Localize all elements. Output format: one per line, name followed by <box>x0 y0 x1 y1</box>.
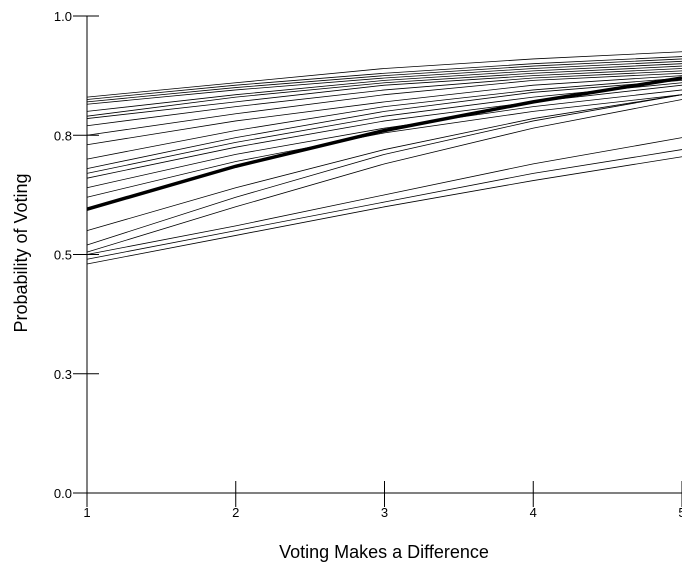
x-tick-label: 5 <box>678 505 682 520</box>
series-line-5 <box>86 63 682 112</box>
highlight-series-line <box>86 76 682 211</box>
x-tick-label: 2 <box>232 505 239 520</box>
series-line-17 <box>86 94 682 232</box>
y-tick-label: 0.8 <box>54 128 72 143</box>
series-line-6 <box>86 65 682 117</box>
y-tick-label: 0.5 <box>54 248 72 263</box>
series-line-14 <box>86 84 682 179</box>
series-lines <box>86 51 682 265</box>
series-line-22 <box>86 156 682 265</box>
series-line-10 <box>86 75 682 146</box>
x-axis-title: Voting Makes a Difference <box>279 542 489 562</box>
series-line-15 <box>86 89 682 189</box>
x-tick-label: 3 <box>381 505 388 520</box>
series-line-11 <box>86 77 682 160</box>
y-tick-label: 0.3 <box>54 367 72 382</box>
series-line-21 <box>86 149 682 260</box>
series-line-18 <box>86 94 682 246</box>
series-line-1 <box>86 51 682 98</box>
series-line-20 <box>86 137 682 255</box>
x-tick-label: 4 <box>530 505 537 520</box>
series-line-16 <box>86 94 682 198</box>
highlight-series <box>86 76 682 211</box>
series-line-2 <box>86 56 682 100</box>
y-axis-title: Probability of Voting <box>11 173 31 332</box>
series-line-9 <box>86 72 682 136</box>
series-line-7 <box>86 68 682 119</box>
x-tick-label: 1 <box>83 505 90 520</box>
series-line-8 <box>86 70 682 127</box>
series-line-4 <box>86 60 682 105</box>
y-tick-label: 1.0 <box>54 9 72 24</box>
series-line-3 <box>86 58 682 103</box>
series-line-19 <box>86 99 682 253</box>
y-tick-label: 0.0 <box>54 486 72 501</box>
series-line-12 <box>86 79 682 170</box>
ticks: 0.0 0.3 0.5 0.8 1.0 1 2 3 4 5 <box>54 9 682 520</box>
